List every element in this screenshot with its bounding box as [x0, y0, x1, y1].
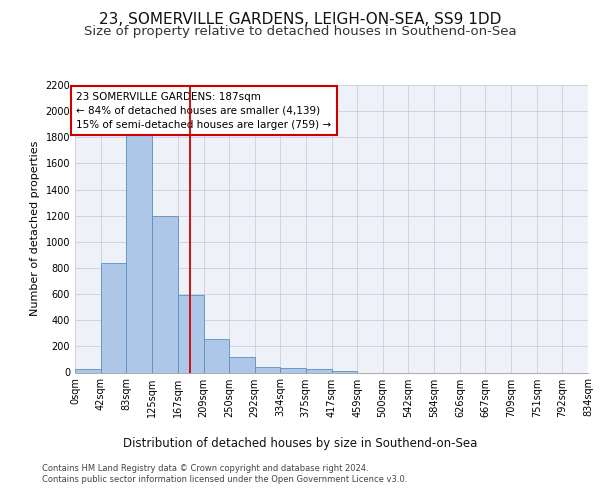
Text: Size of property relative to detached houses in Southend-on-Sea: Size of property relative to detached ho…: [83, 25, 517, 38]
Bar: [152, 216, 178, 372]
Bar: [305, 369, 331, 372]
Bar: [101, 262, 126, 372]
Bar: [126, 130, 152, 372]
Text: Contains HM Land Registry data © Crown copyright and database right 2024.: Contains HM Land Registry data © Crown c…: [42, 464, 368, 473]
Text: Contains public sector information licensed under the Open Government Licence v3: Contains public sector information licen…: [42, 475, 407, 484]
Bar: [203, 339, 229, 372]
Bar: [75, 369, 101, 372]
Y-axis label: Number of detached properties: Number of detached properties: [30, 141, 40, 316]
Text: Distribution of detached houses by size in Southend-on-Sea: Distribution of detached houses by size …: [123, 438, 477, 450]
Bar: [280, 368, 305, 372]
Bar: [178, 296, 203, 372]
Bar: [229, 357, 254, 372]
Text: 23, SOMERVILLE GARDENS, LEIGH-ON-SEA, SS9 1DD: 23, SOMERVILLE GARDENS, LEIGH-ON-SEA, SS…: [99, 12, 501, 28]
Text: 23 SOMERVILLE GARDENS: 187sqm
← 84% of detached houses are smaller (4,139)
15% o: 23 SOMERVILLE GARDENS: 187sqm ← 84% of d…: [76, 92, 331, 130]
Bar: [254, 368, 280, 372]
Bar: [331, 371, 358, 372]
